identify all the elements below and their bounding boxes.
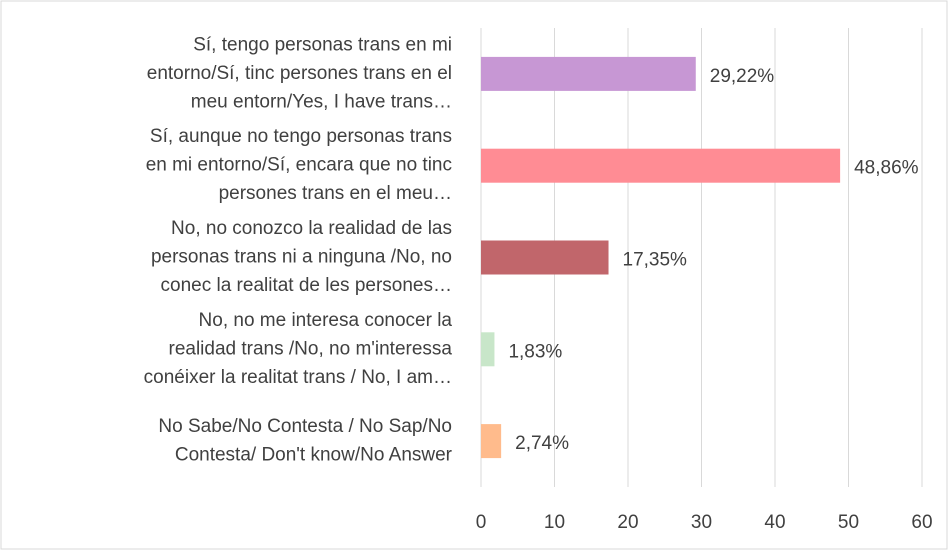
y-tick-label: No Sabe/No Contesta / No Sap/No [158, 416, 452, 437]
x-tick-label: 30 [691, 512, 712, 533]
x-tick-label: 60 [911, 512, 932, 533]
data-label: 1,83% [508, 341, 562, 362]
y-tick-label: No, no me interesa conocer la [199, 310, 453, 331]
y-tick-label: Sí, aunque no tengo personas trans [150, 126, 452, 147]
data-label: 2,74% [515, 433, 569, 454]
y-tick-label: entorno/Sí, tinc persones trans en el [147, 63, 452, 84]
x-tick-label: 0 [476, 512, 487, 533]
x-tick-label: 10 [544, 512, 565, 533]
y-tick-label: personas trans ni a ninguna /No, no [151, 247, 452, 268]
x-tick-label: 50 [838, 512, 859, 533]
bar [481, 56, 696, 91]
x-tick-label: 20 [617, 512, 638, 533]
y-tick-label: persones trans en el meu… [219, 183, 452, 204]
y-tick-label: en mi entorno/Sí, encara que no tinc [146, 155, 452, 176]
bar [481, 424, 502, 459]
y-tick-label: realidad trans /No, no m'interessa [169, 338, 453, 359]
bar [481, 240, 609, 275]
y-tick-label: conec la realitat de les persones… [161, 275, 453, 296]
data-label: 48,86% [854, 158, 919, 179]
bar [481, 148, 841, 183]
x-tick-label: 40 [764, 512, 785, 533]
y-tick-label: meu entorn/Yes, I have trans… [191, 91, 452, 112]
data-label: 29,22% [710, 66, 775, 87]
y-tick-label: No, no conozco la realidad de las [171, 218, 452, 239]
bar [481, 332, 495, 367]
y-tick-label: Sí, tengo personas trans en mi [193, 34, 452, 55]
data-label: 17,35% [623, 250, 688, 271]
y-tick-label: conéixer la realitat trans / No, I am… [144, 367, 452, 388]
y-tick-label: Contesta/ Don't know/No Answer [175, 444, 453, 465]
